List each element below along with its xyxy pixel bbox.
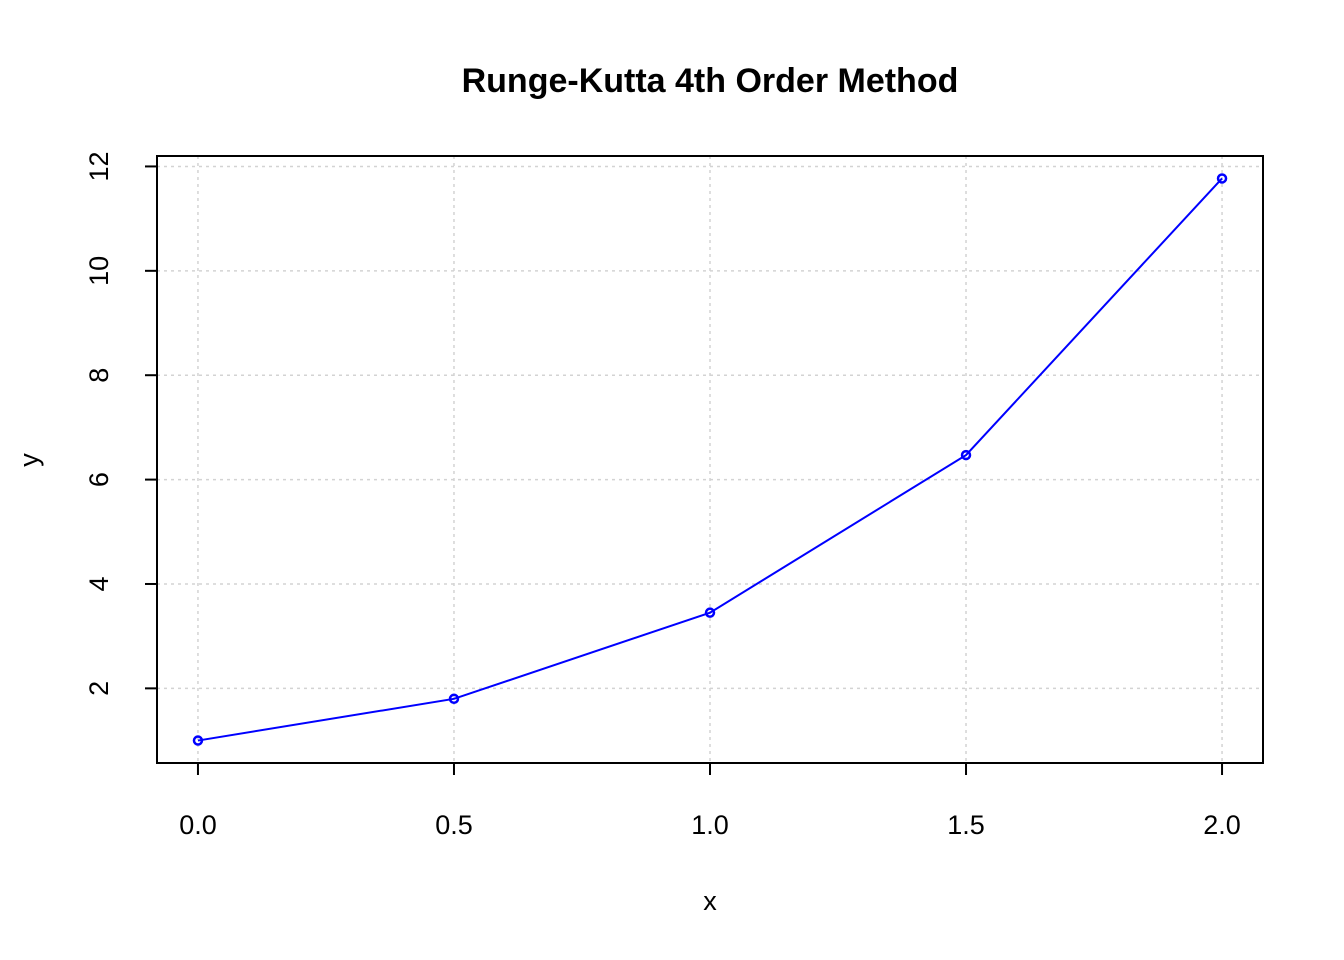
data-points (192, 173, 1228, 746)
y-tick-label: 4 (84, 576, 114, 591)
y-tick-label: 6 (84, 472, 114, 487)
data-point (960, 449, 972, 461)
series-line-layer (197, 177, 1223, 742)
grid (157, 156, 1263, 763)
y-tick-label: 10 (84, 256, 114, 286)
y-axis: 2 4 6 8 10 12 (84, 151, 157, 696)
data-point (448, 693, 460, 705)
series-line (197, 177, 1223, 742)
y-tick-label: 8 (84, 368, 114, 383)
chart-title: Runge-Kutta 4th Order Method (462, 62, 959, 100)
x-tick-label: 0.5 (435, 810, 473, 840)
x-tick-label: 2.0 (1203, 810, 1241, 840)
x-tick-label: 1.0 (691, 810, 729, 840)
y-tick-label: 2 (84, 681, 114, 696)
data-point (1216, 173, 1228, 184)
y-tick-label: 12 (84, 151, 114, 181)
y-axis-label: y (14, 453, 44, 467)
x-tick-label: 0.0 (179, 810, 217, 840)
data-point (192, 735, 204, 746)
data-point (704, 607, 716, 618)
x-axis-label: x (703, 886, 717, 916)
x-axis: 0.0 0.5 1.0 1.5 2.0 (179, 763, 1241, 840)
x-tick-label: 1.5 (947, 810, 985, 840)
